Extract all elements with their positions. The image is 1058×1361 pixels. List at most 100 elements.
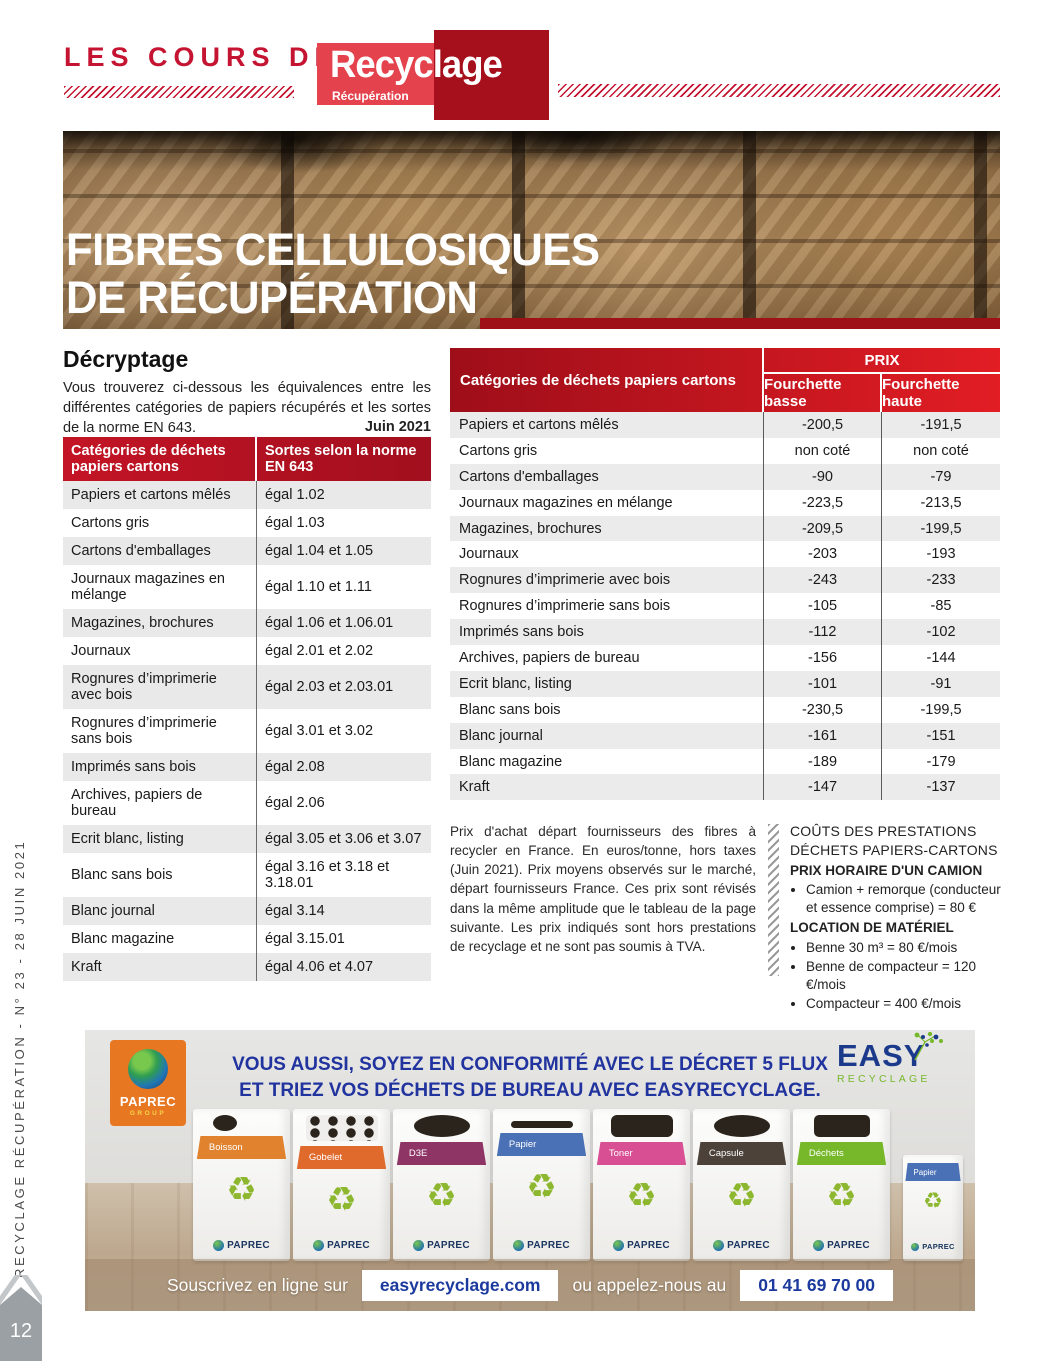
- high-cell: -179: [926, 753, 956, 770]
- cta-prefix: Souscrivez en ligne sur: [167, 1274, 348, 1295]
- decryptage-intro: Vous trouverez ci-dessous les équivalenc…: [63, 378, 431, 438]
- category-cell: Blanc sans bois: [63, 853, 257, 897]
- costs-section2-heading: LOCATION DE MATÉRIEL: [790, 920, 954, 936]
- norm-cell: égal 3.15.01: [265, 931, 345, 947]
- low-cell: -147: [764, 774, 882, 801]
- header-low: Fourchette basse: [764, 374, 882, 412]
- category-cell: Imprimés sans bois: [450, 619, 764, 646]
- table-body: Papiers et cartons mêlés égal 1.02 Carton…: [63, 481, 431, 981]
- low-cell: -243: [764, 567, 882, 594]
- edition-side-text: RECYCLAGE RÉCUPÉRATION - N° 23 - 28 JUIN…: [12, 839, 27, 1278]
- price-table: Catégories de déchets papiers cartons PR…: [450, 348, 1000, 801]
- norm-cell: égal 2.03 et 2.03.01: [265, 679, 394, 695]
- paprec-name: PAPREC: [227, 1240, 270, 1251]
- category-cell: Ecrit blanc, listing: [63, 825, 257, 853]
- low-cell: -209,5: [764, 515, 882, 542]
- paprec-name: PAPREC: [427, 1240, 470, 1251]
- bin-boisson: Boisson ♻ PAPREC: [193, 1109, 290, 1261]
- norm-equivalence-table: Catégories de déchets papiers cartons So…: [63, 437, 431, 981]
- article-title-line1: FIBRES CELLULOSIQUES: [66, 223, 600, 275]
- bin-label: D3E: [408, 1148, 428, 1159]
- globe-icon: [313, 1240, 325, 1251]
- costs-title: COÛTS DES PRESTATIONS DÉCHETS PAPIERS-CA…: [790, 823, 998, 858]
- category-cell: Blanc magazine: [450, 748, 764, 775]
- globe-icon: [128, 1049, 168, 1089]
- decryptage-heading: Décryptage: [63, 346, 189, 372]
- category-cell: Cartons d'emballages: [450, 463, 764, 490]
- price-note: Prix d'achat départ fournisseurs des fib…: [450, 824, 756, 954]
- header-categories: Catégories de déchets papiers cartons: [63, 437, 257, 481]
- price-row: Blanc journal -161 -151: [450, 722, 1000, 749]
- advert-cta-bar: Souscrivez en ligne sur easyrecyclage.co…: [85, 1259, 975, 1311]
- high-cell: -79: [930, 468, 952, 485]
- low-cell: -223,5: [764, 489, 882, 516]
- category-cell: Blanc sans bois: [450, 696, 764, 723]
- high-cell: -233: [926, 572, 956, 589]
- category-cell: Kraft: [450, 774, 764, 801]
- category-cell: Ecrit blanc, listing: [450, 670, 764, 697]
- table-row: Blanc journal égal 3.14: [63, 897, 431, 925]
- bin-opening: [305, 1115, 378, 1141]
- high-cell: -191,5: [920, 416, 962, 433]
- low-cell: -112: [764, 619, 882, 646]
- recycle-icon: ♻: [726, 1176, 757, 1216]
- price-row: Archives, papiers de bureau -156 -144: [450, 645, 1000, 671]
- category-cell: Archives, papiers de bureau: [450, 645, 764, 671]
- bin-label-band: Toner: [596, 1142, 687, 1165]
- logo-light-block: [317, 43, 435, 105]
- price-row: Kraft -147 -137: [450, 774, 1000, 801]
- bin-label-band: Papier: [496, 1133, 587, 1156]
- norm-cell: égal 1.06 et 1.06.01: [265, 615, 394, 631]
- price-row: Magazines, brochures -209,5 -199,5: [450, 515, 1000, 542]
- hatch-divider-right: [558, 84, 1000, 97]
- magazine-logo: Recyclage Récupération: [317, 30, 549, 120]
- low-cell: -230,5: [764, 696, 882, 723]
- bin-label: Boisson: [208, 1142, 243, 1153]
- table-row: Blanc magazine égal 3.15.01: [63, 925, 431, 953]
- price-row: Rognures d’imprimerie avec bois -243 -233: [450, 567, 1000, 594]
- hero-red-strip: [480, 318, 1000, 329]
- globe-icon: [911, 1242, 920, 1251]
- category-cell: Archives, papiers de bureau: [63, 781, 257, 825]
- logo-dark-block: [434, 30, 549, 120]
- norm-cell: égal 1.10 et 1.11: [265, 579, 372, 595]
- category-cell: Imprimés sans bois: [63, 753, 257, 781]
- table-row: Archives, papiers de bureau égal 2.06: [63, 781, 431, 825]
- bin-label: Toner: [608, 1148, 633, 1159]
- category-cell: Magazines, brochures: [450, 515, 764, 542]
- recycle-icon: ♻: [526, 1167, 557, 1207]
- high-cell: -151: [926, 727, 956, 744]
- norm-cell: égal 1.03: [265, 515, 325, 531]
- website-link[interactable]: easyrecyclage.com: [361, 1269, 559, 1301]
- category-cell: Blanc magazine: [63, 925, 257, 953]
- paprec-group-label: GROUP: [129, 1110, 167, 1117]
- article-title: FIBRES CELLULOSIQUES DE RÉCUPÉRATION: [66, 223, 600, 323]
- costs-section2-list: Benne 30 m³ = 80 €/mois Benne de compact…: [790, 939, 1002, 1014]
- header-norm: Sortes selon la norme EN 643: [265, 443, 417, 475]
- paprec-name: PAPREC: [727, 1240, 770, 1251]
- logo-title: Recyclage: [330, 44, 503, 86]
- recycle-icon: ♻: [326, 1180, 357, 1220]
- paprec-mini-logo: PAPREC: [693, 1240, 790, 1251]
- category-cell: Cartons d'emballages: [63, 537, 257, 565]
- category-cell: Cartons gris: [63, 509, 257, 537]
- paprec-name: PAPREC: [922, 1242, 955, 1251]
- bin-papier: Papier ♻ PAPREC: [493, 1109, 590, 1261]
- bin-label: Déchets: [808, 1148, 844, 1159]
- table-row: Papiers et cartons mêlés égal 1.02: [63, 481, 431, 509]
- norm-cell: égal 3.14: [265, 903, 325, 919]
- table-row: Rognures d’imprimerie avec bois égal 2.03…: [63, 665, 431, 709]
- price-row: Blanc sans bois -230,5 -199,5: [450, 696, 1000, 723]
- phone-number[interactable]: 01 41 69 70 00: [740, 1269, 893, 1301]
- date-label: Juin 2021: [356, 417, 431, 437]
- paprec-name: PAPREC: [827, 1240, 870, 1251]
- bin-label: Capsule: [708, 1148, 744, 1159]
- low-cell: -156: [764, 645, 882, 671]
- table-row: Journaux égal 2.01 et 2.02: [63, 637, 431, 665]
- table-header-row: Catégories de déchets papiers cartons So…: [63, 437, 431, 481]
- high-cell: -193: [926, 546, 956, 563]
- category-cell: Journaux magazines en mélange: [450, 489, 764, 516]
- bin-small-papier: Papier ♻ PAPREC: [903, 1155, 963, 1261]
- high-cell: -91: [930, 675, 952, 692]
- category-cell: Rognures d’imprimerie avec bois: [450, 567, 764, 594]
